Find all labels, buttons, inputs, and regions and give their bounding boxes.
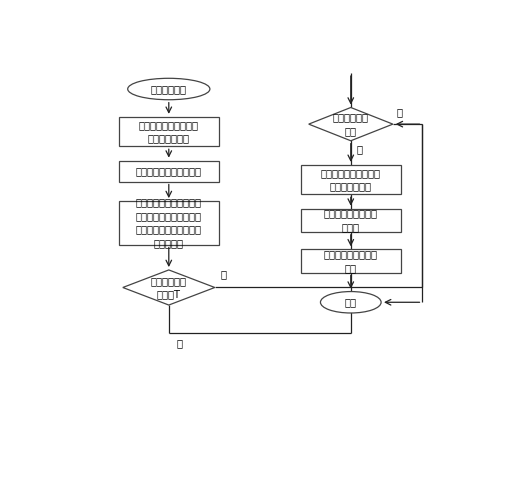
FancyBboxPatch shape [301,165,400,194]
FancyBboxPatch shape [119,117,219,146]
Text: 计算另一个编码信号
参数: 计算另一个编码信号 参数 [324,249,378,273]
Text: 采集超声数据: 采集超声数据 [151,84,187,94]
FancyBboxPatch shape [301,249,400,273]
Polygon shape [309,108,393,141]
Ellipse shape [128,78,210,100]
Text: 计算采集到数据与编码
信号的相关函数: 计算采集到数据与编码 信号的相关函数 [139,120,199,144]
Text: 抽取先到的编码信号
的参数: 抽取先到的编码信号 的参数 [324,208,378,232]
Polygon shape [123,270,215,305]
FancyBboxPatch shape [301,209,400,232]
Text: 否: 否 [221,269,227,279]
Text: 结束: 结束 [345,297,357,307]
Text: 是: 是 [357,144,363,154]
FancyBboxPatch shape [119,201,219,245]
Text: 否: 否 [397,107,403,117]
Text: 求两个相关函数的最大值: 求两个相关函数的最大值 [136,166,202,176]
Text: 是: 是 [177,338,183,348]
Ellipse shape [321,291,381,313]
Text: 到达时间相差
不超过T: 到达时间相差 不超过T [151,276,187,300]
Text: 计算采集到数据与原子
信号的相关函数: 计算采集到数据与原子 信号的相关函数 [321,168,381,192]
FancyBboxPatch shape [119,160,219,181]
Text: 使用相关函数最大值较大
的编码信号的幅值和到达
时间重新计算另一个编码
信号的参数: 使用相关函数最大值较大 的编码信号的幅值和到达 时间重新计算另一个编码 信号的参… [136,197,202,248]
Text: 残差大于给定
阈值: 残差大于给定 阈值 [333,112,369,136]
